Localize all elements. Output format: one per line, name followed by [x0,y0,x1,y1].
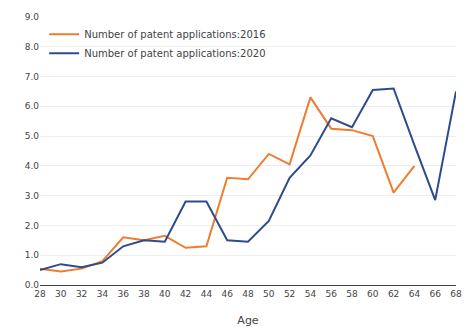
svg-text:50: 50 [263,289,275,299]
svg-text:54: 54 [305,289,317,299]
svg-text:56: 56 [325,289,337,299]
svg-text:4.0: 4.0 [25,161,40,171]
svg-text:1.0: 1.0 [25,250,40,260]
svg-text:0.0: 0.0 [25,280,40,290]
svg-text:7.0: 7.0 [25,72,40,82]
svg-text:60: 60 [367,289,379,299]
svg-text:52: 52 [284,289,295,299]
svg-text:38: 38 [138,289,150,299]
svg-text:6.0: 6.0 [25,101,40,111]
svg-text:32: 32 [76,289,87,299]
svg-text:64: 64 [409,289,421,299]
svg-text:2.0: 2.0 [25,221,40,231]
svg-text:44: 44 [201,289,213,299]
svg-text:8.0: 8.0 [25,42,40,52]
svg-text:Age: Age [237,314,259,327]
svg-text:3.0: 3.0 [25,191,40,201]
svg-text:36: 36 [117,289,129,299]
svg-text:5.0: 5.0 [25,131,40,141]
svg-text:62: 62 [388,289,399,299]
svg-text:58: 58 [346,289,358,299]
svg-text:66: 66 [429,289,441,299]
svg-text:Number of patent applications:: Number of patent applications:2016 [84,29,265,40]
svg-text:9.0: 9.0 [25,12,40,22]
svg-text:46: 46 [221,289,233,299]
svg-text:40: 40 [159,289,171,299]
svg-text:28: 28 [34,289,46,299]
svg-text:Number of patent applications:: Number of patent applications:2020 [84,48,265,59]
svg-text:68: 68 [450,289,462,299]
svg-text:48: 48 [242,289,254,299]
svg-text:34: 34 [97,289,109,299]
svg-text:42: 42 [180,289,191,299]
svg-text:30: 30 [55,289,67,299]
